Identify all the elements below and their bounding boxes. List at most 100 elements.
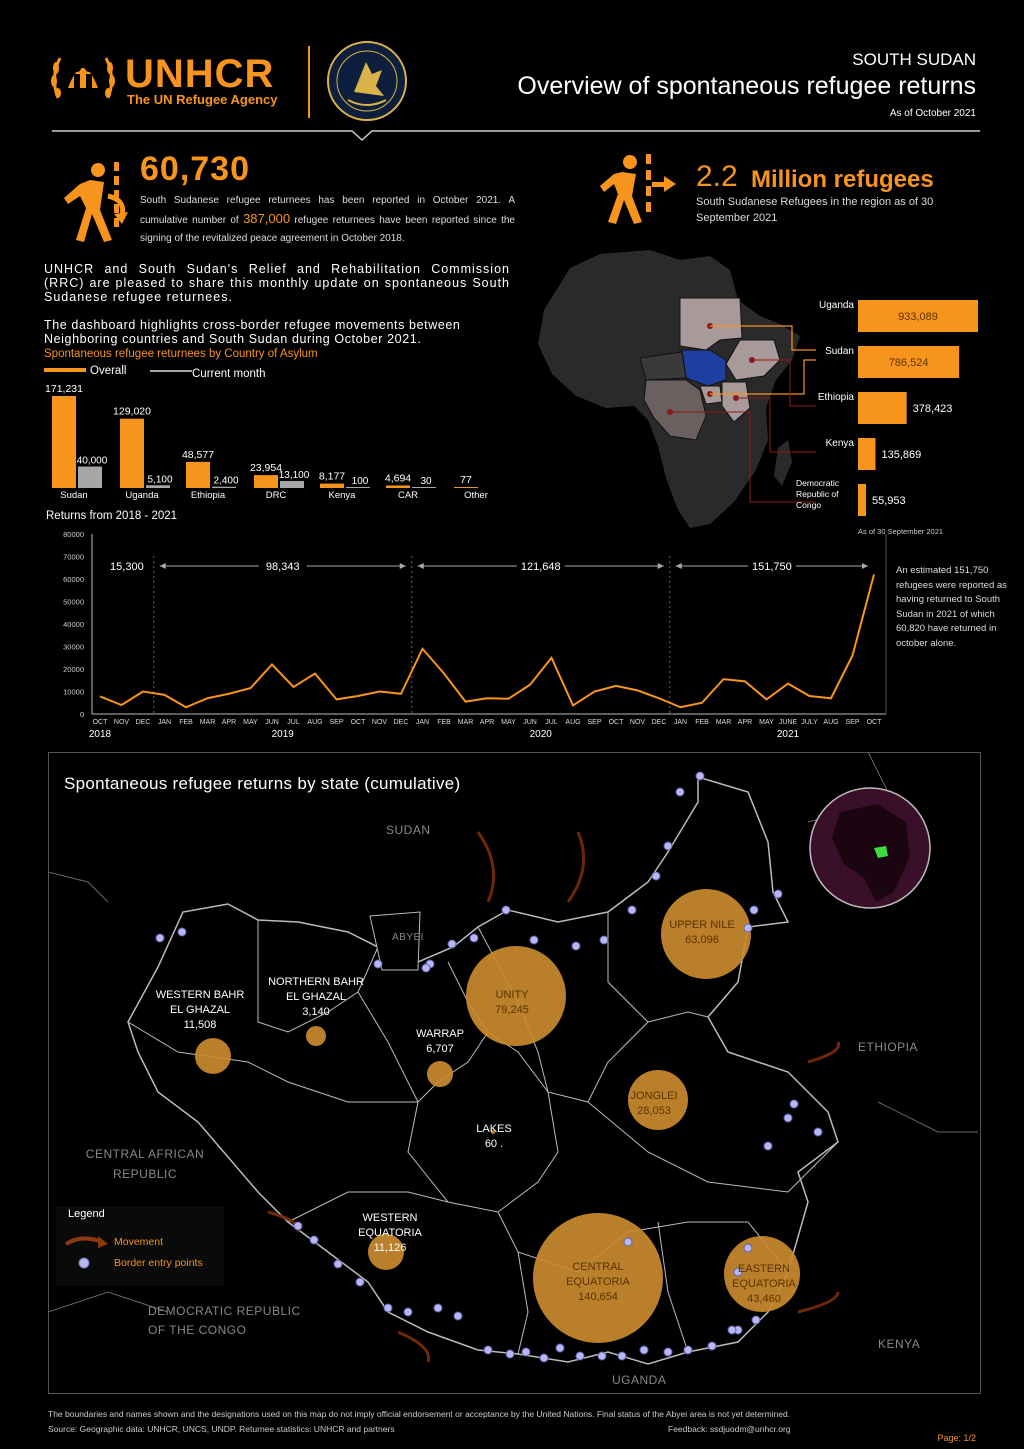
border-entry-point [675,787,685,797]
returnees-by-asylum-chart: Overall Current month 171,231 40,000 Sudan… [44,365,488,501]
x-tick-label: DEC [136,719,151,726]
x-tick-label: SEP [845,719,859,726]
x-tick-label: APR [738,719,752,726]
map-legend [56,1206,224,1286]
border-entry-point [403,1307,413,1317]
org-logo-text: UNHCR [125,52,275,96]
border-entry-point [529,935,539,945]
cumulative-returnees-value: 387,000 [243,211,291,226]
legend-current-label: Current month [192,368,266,380]
state-label-eastern-equatoria: EASTERN EQUATORIA 43,460 [732,1263,796,1305]
country-label-car: CENTRAL AFRICAN REPUBLIC [85,1147,205,1181]
movement-arrow [807,1041,841,1064]
x-tick-label: OCT [609,719,625,726]
border-entry-point [599,935,609,945]
state-label-lakes: LAKES 60 . [476,1123,512,1150]
border-entry-point [501,905,511,915]
border-entry-point [763,1141,773,1151]
bar-current-label-5: 30 [420,476,432,487]
south-sudan-outline [127,775,839,1365]
x-tick-label: MAR [458,719,474,726]
x-tick-label: OCT [867,719,883,726]
country-heading: SOUTH SUDAN [852,50,976,69]
border-entry-point [483,1345,493,1355]
border-entry-point [155,933,165,943]
border-entry-point [453,1311,463,1321]
x-tick-label: DEC [652,719,667,726]
host-country-label-3: Kenya [826,438,855,449]
south-sudan-globe-highlight [874,846,888,858]
x-tick-label: JAN [674,719,687,726]
bar-overall-0 [52,396,76,488]
page-title: Overview of spontaneous refugee returns [517,72,976,100]
bar-category-3: DRC [266,490,287,501]
state-bubble-2 [306,1026,326,1046]
host-chart-note: As of 30 September 2021 [858,527,943,536]
border-entry-point [695,771,705,781]
bar-chart-title: Spontaneous refugee returnees by Country… [44,348,318,360]
state-map-title: Spontaneous refugee returns by state (cu… [64,774,461,793]
x-tick-label: JUN [523,719,537,726]
x-tick-label: MAY [243,719,258,726]
border-entry-point [639,1345,649,1355]
logo-divider [308,46,310,118]
host-bar-value-3: 135,869 [881,449,921,461]
movement-arrow [476,831,496,903]
country-label-sudan: SUDAN [386,823,431,837]
border-entry-point [539,1353,549,1363]
y-tick-label: 30000 [63,643,84,652]
border-entry-point [783,1113,793,1123]
bar-current-label-3: 13,100 [279,470,310,481]
madagascar-shape [774,440,792,486]
year-label: 2019 [272,729,295,740]
y-tick-label: 50000 [63,598,84,607]
x-tick-label: AUG [307,719,322,726]
bar-category-4: Kenya [329,490,357,501]
movement-arrow-icon [64,1236,103,1246]
x-tick-label: SEP [329,719,343,726]
border-entry-point [521,1347,531,1357]
x-tick-label: FEB [695,719,709,726]
country-label-kenya: KENYA [878,1337,921,1351]
border-entry-point [663,841,673,851]
host-country-label-4: Democratic Republic of Congo [796,478,840,510]
x-tick-label: MAY [759,719,774,726]
border-entry-point [373,959,383,969]
bar-category-6: Other [464,490,488,501]
period-total-label: 151,750 [752,561,792,573]
x-tick-label: OCT [351,719,367,726]
y-tick-label: 60000 [63,575,84,584]
state-bubble-1 [466,946,566,1046]
bar-overall-label-1: 129,020 [113,406,151,418]
bar-chart-legend: Overall Current month [44,365,266,380]
legend-overall-swatch [44,368,86,372]
bar-overall-label-3: 23,954 [250,462,282,474]
bar-overall-2 [186,461,210,488]
border-entry-point [575,1351,585,1361]
bar-category-2: Ethiopia [191,490,226,501]
legend-overall-label: Overall [90,365,126,377]
bar-current-0 [78,466,102,488]
border-entry-point [309,1235,319,1245]
refugee-exit-icon [600,154,676,224]
x-tick-label: FEB [179,719,193,726]
border-entry-point [751,1315,761,1325]
country-label-abyei: ABYEI [392,932,424,943]
feedback-contact[interactable]: Feedback: ssdjuodm@unhcr.org [668,1424,791,1434]
country-label-drc: DEMOCRATIC REPUBLIC OF THE CONGO [148,1304,301,1337]
state-label-western-equatoria: WESTERN EQUATORIA 11,126 [358,1212,422,1254]
period-total-label: 121,648 [521,561,561,573]
bar-overall-label-6: 77 [460,474,472,486]
globe-inset [809,787,931,909]
period-total-label: 98,343 [266,561,300,573]
border-entry-point [433,1303,443,1313]
bar-current-label-2: 2,400 [213,476,238,487]
returnees-month-value: 60,730 [140,150,250,188]
bar-current-2 [212,486,236,488]
bar-current-1 [146,485,170,488]
bar-overall-3 [254,475,278,488]
state-bubble-4 [427,1061,453,1087]
state-bubble-6 [491,1130,495,1134]
x-tick-label: AUG [823,719,838,726]
x-tick-label: SEP [587,719,601,726]
